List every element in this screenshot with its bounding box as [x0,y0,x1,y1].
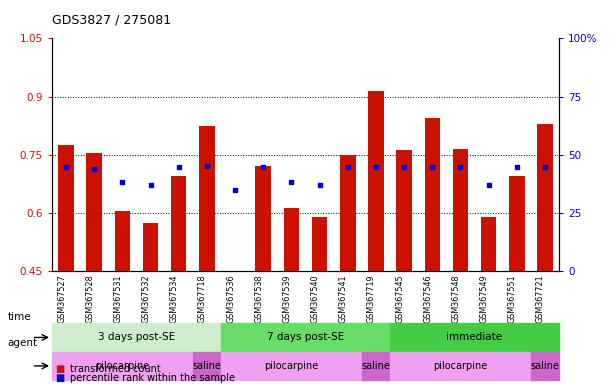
Text: GSM367546: GSM367546 [423,274,433,323]
Text: 3 days post-SE: 3 days post-SE [98,333,175,343]
Bar [199,126,214,271]
Text: GSM367548: GSM367548 [452,274,461,323]
Text: GSM367721: GSM367721 [536,274,545,323]
Text: GDS3827 / 275081: GDS3827 / 275081 [52,14,171,27]
Text: GSM367539: GSM367539 [282,274,291,323]
Text: GSM367531: GSM367531 [114,274,122,323]
Bar [221,323,390,352]
Text: GSM367540: GSM367540 [310,274,320,323]
Bar [255,166,271,271]
Bar [481,217,496,271]
Bar [227,271,243,272]
Bar [531,352,559,380]
Text: pilocarpine: pilocarpine [95,361,150,371]
Text: agent: agent [7,338,37,348]
Bar [193,352,221,380]
Bar [52,323,221,352]
Bar [115,211,130,271]
Text: GSM367532: GSM367532 [142,274,150,323]
Bar [390,352,531,380]
Text: GSM367549: GSM367549 [480,274,489,323]
Bar [86,153,102,271]
Text: GSM367527: GSM367527 [57,274,66,323]
Bar [171,176,186,271]
Text: GSM367719: GSM367719 [367,274,376,323]
Text: percentile rank within the sample: percentile rank within the sample [70,373,235,383]
Bar [397,150,412,271]
Text: saline: saline [362,361,390,371]
Bar [143,223,158,271]
Bar [340,155,356,271]
Text: GSM367528: GSM367528 [85,274,94,323]
Text: GSM367538: GSM367538 [254,274,263,323]
Bar [390,323,559,352]
Bar [425,118,440,271]
Bar [58,145,74,271]
Text: GSM367551: GSM367551 [508,274,517,323]
Text: transformed count: transformed count [70,364,161,374]
Bar [368,91,384,271]
Text: GSM367718: GSM367718 [198,274,207,323]
Text: ■: ■ [55,364,64,374]
Text: 7 days post-SE: 7 days post-SE [267,333,344,343]
Text: ■: ■ [55,373,64,383]
Text: immediate: immediate [447,333,503,343]
Text: GSM367536: GSM367536 [226,274,235,323]
Bar [221,352,362,380]
Text: pilocarpine: pilocarpine [265,361,318,371]
Bar [453,149,468,271]
Bar [312,217,327,271]
Text: saline: saline [192,361,221,371]
Bar [509,176,525,271]
Text: GSM367541: GSM367541 [338,274,348,323]
Bar [537,124,553,271]
Text: GSM367534: GSM367534 [170,274,179,323]
Bar [52,352,193,380]
Bar [284,208,299,271]
Text: time: time [7,312,31,322]
Text: saline: saline [530,361,560,371]
Bar [362,352,390,380]
Text: pilocarpine: pilocarpine [433,361,488,371]
Text: GSM367545: GSM367545 [395,274,404,323]
